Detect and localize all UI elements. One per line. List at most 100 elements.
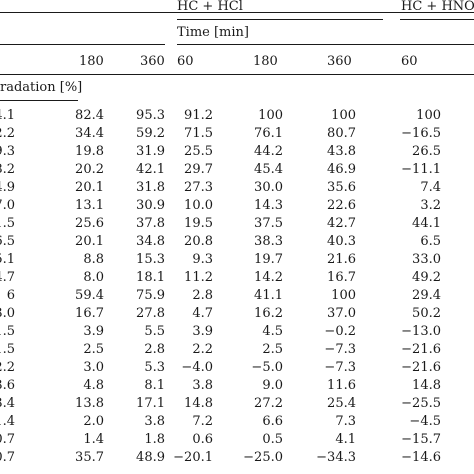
table-cell: 9.3 <box>0 144 15 159</box>
table-cell: 35.6 <box>327 180 356 195</box>
time-rule-left <box>0 44 165 45</box>
table-cell: −4.0 <box>181 360 213 375</box>
time-label: Time [min] <box>177 25 249 40</box>
table-cell: 25.5 <box>184 144 213 159</box>
table-cell: 71.5 <box>184 126 213 141</box>
group-header-hcl: HC + HCl <box>177 0 243 14</box>
table-cell: 4.9 <box>0 180 15 195</box>
table-cell: −15.7 <box>401 432 441 447</box>
table-cell: 45.4 <box>254 162 283 177</box>
table-cell: 14.8 <box>412 378 441 393</box>
table-cell: 59.4 <box>75 288 104 303</box>
table-cell: 2.8 <box>192 288 213 303</box>
table-cell: 8.1 <box>144 378 165 393</box>
table-cell: 4.7 <box>0 270 15 285</box>
table-cell: −20.1 <box>173 450 213 465</box>
table-cell: 37.8 <box>136 216 165 231</box>
table-cell: 13.8 <box>75 396 104 411</box>
table-cell: 14.2 <box>254 270 283 285</box>
table-cell: −25.5 <box>401 396 441 411</box>
table-cell: 30.0 <box>254 180 283 195</box>
table-cell: 8.2 <box>0 162 15 177</box>
table-cell: 42.7 <box>327 216 356 231</box>
table-cell: 46.9 <box>327 162 356 177</box>
group-rule-hcl <box>177 19 383 20</box>
table-cell: 75.9 <box>136 288 165 303</box>
table-cell: 4.8 <box>83 378 104 393</box>
table-cell: 44.1 <box>412 216 441 231</box>
table-cell: 50.2 <box>412 306 441 321</box>
table-cell: 6.6 <box>262 414 283 429</box>
table-cell: 7.4 <box>420 180 441 195</box>
table-cell: 20.8 <box>184 234 213 249</box>
table-cell: 2.8 <box>144 342 165 357</box>
table-cell: 0.7 <box>0 432 15 447</box>
table-cell: 17.1 <box>136 396 165 411</box>
table-cell: 4.1 <box>0 108 15 123</box>
table-cell: 27.8 <box>136 306 165 321</box>
table-cell: −11.1 <box>401 162 441 177</box>
table-cell: −14.6 <box>401 450 441 465</box>
table-cell: 100 <box>258 108 283 123</box>
time-180-a: 180 <box>79 54 104 69</box>
table-cell: 16.7 <box>327 270 356 285</box>
table-cell: 3.0 <box>83 360 104 375</box>
table-cell: 3.9 <box>192 324 213 339</box>
table-cell: 76.1 <box>254 126 283 141</box>
table-cell: 26.5 <box>412 144 441 159</box>
table-cell: 48.9 <box>136 450 165 465</box>
table-cell: 82.4 <box>75 108 104 123</box>
table-cell: 25.4 <box>327 396 356 411</box>
table-cell: 3.4 <box>0 396 15 411</box>
table-cell: 7.3 <box>335 414 356 429</box>
table-cell: 14.8 <box>184 396 213 411</box>
table-cell: 25.6 <box>75 216 104 231</box>
table-cell: −21.6 <box>401 360 441 375</box>
table-cell: 2.0 <box>83 414 104 429</box>
table-cell: 31.9 <box>136 144 165 159</box>
table-cell: 29.7 <box>184 162 213 177</box>
table-cell: 37.5 <box>254 216 283 231</box>
table-cell: 10.0 <box>184 198 213 213</box>
table-cell: 20.1 <box>75 234 104 249</box>
table-cell: 37.0 <box>327 306 356 321</box>
table-cell: 1.5 <box>0 324 15 339</box>
table-cell: 34.8 <box>136 234 165 249</box>
table-cell: −21.6 <box>401 342 441 357</box>
table-cell: 1.8 <box>144 432 165 447</box>
table-cell: 3.0 <box>0 306 15 321</box>
table-cell: 0.5 <box>262 432 283 447</box>
table-cell: 1.5 <box>0 342 15 357</box>
table-cell: 8.8 <box>83 252 104 267</box>
table-cell: −7.3 <box>324 342 356 357</box>
table-cell: −4.5 <box>409 414 441 429</box>
table-cell: 16.2 <box>254 306 283 321</box>
table-cell: 2.2 <box>0 126 15 141</box>
table-cell: 13.1 <box>75 198 104 213</box>
section-rule <box>0 100 78 101</box>
table-cell: 95.3 <box>136 108 165 123</box>
table-cell: 42.1 <box>136 162 165 177</box>
top-rule <box>0 12 474 13</box>
table-cell: 2.5 <box>83 342 104 357</box>
table-cell: 11.2 <box>184 270 213 285</box>
table-cell: 29.4 <box>412 288 441 303</box>
table-cell: 3.8 <box>192 378 213 393</box>
table-cell: 100 <box>416 108 441 123</box>
table-cell: 2.2 <box>192 342 213 357</box>
table-cell: 27.2 <box>254 396 283 411</box>
group-header-hno3: HC + HNO₃ <box>401 0 474 14</box>
table-cell: 40.3 <box>327 234 356 249</box>
table-cell: 27.3 <box>184 180 213 195</box>
table-cell: 8.0 <box>83 270 104 285</box>
time-rule-right <box>177 44 474 45</box>
table-cell: 6.5 <box>0 234 15 249</box>
time-60-b: 60 <box>177 54 194 69</box>
table-cell: 5.1 <box>0 252 15 267</box>
table-cell: 0.7 <box>0 450 15 465</box>
table-cell: 4.1 <box>335 432 356 447</box>
table-cell: 11.6 <box>327 378 356 393</box>
table-cell: 18.1 <box>136 270 165 285</box>
table-cell: 4.7 <box>192 306 213 321</box>
